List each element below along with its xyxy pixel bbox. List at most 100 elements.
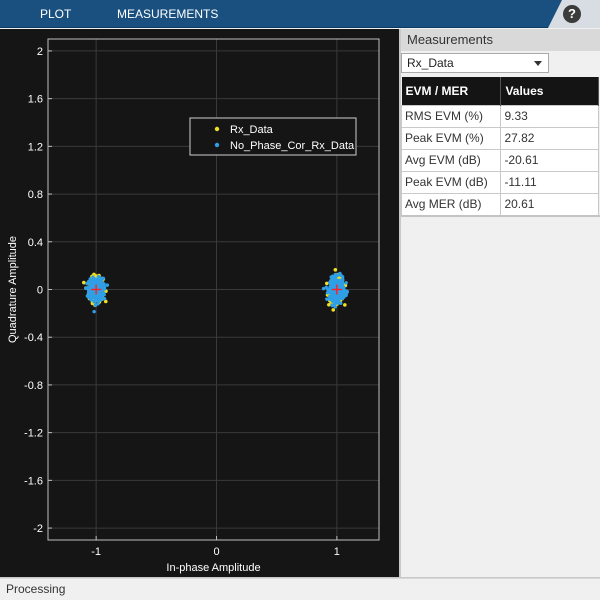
table-bottom-border <box>401 215 600 217</box>
metric-value: -11.11 <box>500 170 599 194</box>
scatter-point <box>333 299 338 303</box>
y-tick-label: 2 <box>37 46 43 58</box>
measurements-title: Measurements <box>401 29 600 51</box>
table-row: RMS EVM (%) 9.33 <box>400 104 599 128</box>
scatter-point <box>82 280 86 285</box>
legend-entry: Rx_Data <box>230 124 274 136</box>
scatter-point <box>102 297 107 301</box>
status-text: Processing <box>6 582 66 596</box>
constellation-chart[interactable]: -1 0 1 2 1.6 1.2 0.8 0.4 0 -0.4 -0.8 -1.2 -1.6 -2 In-p… <box>0 29 399 577</box>
scatter-point <box>341 282 345 286</box>
y-axis-label: Quadrature Amplitude <box>7 236 19 343</box>
scatter-point <box>327 297 331 301</box>
scatter-point <box>92 309 96 314</box>
column-header-values: Values <box>500 77 599 105</box>
scatter-point <box>343 303 347 307</box>
scatter-point <box>102 285 107 290</box>
scatter-point <box>88 287 92 291</box>
legend-entry: No_Phase_Cor_Rx_Data <box>230 140 355 152</box>
evm-mer-table: EVM / MER Values RMS EVM (%) 9.33 Peak E… <box>400 77 599 216</box>
x-tick-label: 0 <box>213 546 219 558</box>
y-tick-label: 1.2 <box>28 141 43 153</box>
scatter-point <box>333 305 337 309</box>
metric-value: 9.33 <box>500 104 599 128</box>
chevron-down-icon <box>534 61 542 66</box>
scatter-point <box>331 283 335 288</box>
scatter-point <box>103 299 108 304</box>
signal-select-value: Rx_Data <box>407 56 454 70</box>
status-bar: Processing <box>0 577 600 600</box>
scatter-point <box>100 288 104 292</box>
legend-marker <box>214 142 220 148</box>
panel-divider[interactable] <box>399 29 401 577</box>
scatter-point <box>96 302 100 306</box>
scatter-point <box>96 284 101 289</box>
y-tick-label: -1.6 <box>24 475 43 487</box>
scatter-point <box>98 293 102 298</box>
y-tick-label: -0.4 <box>24 332 43 344</box>
status-separator <box>0 578 600 579</box>
x-axis-label: In-phase Amplitude <box>166 562 260 574</box>
column-header-metric: EVM / MER <box>401 77 502 105</box>
scatter-point <box>88 292 93 297</box>
scatter-point <box>327 302 331 307</box>
scatter-point <box>330 303 335 308</box>
scatter-point <box>87 279 91 284</box>
scatter-point <box>98 280 103 284</box>
scatter-point <box>333 268 338 272</box>
table-row: Avg MER (dB) 20.61 <box>400 192 599 216</box>
metric-label: Avg EVM (dB) <box>400 148 502 172</box>
scatter-point <box>105 283 110 287</box>
metric-label: Peak EVM (dB) <box>400 170 502 194</box>
scatter-point <box>100 276 104 280</box>
y-tick-label: -0.8 <box>24 380 43 392</box>
x-tick-label: -1 <box>91 546 101 558</box>
y-tick-label: 0.4 <box>28 237 43 249</box>
help-area: ? <box>548 0 600 28</box>
scatter-point <box>325 297 329 301</box>
tab-measurements[interactable]: MEASUREMENTS <box>117 7 219 21</box>
scatter-point <box>94 296 98 301</box>
metric-label: RMS EVM (%) <box>400 104 502 128</box>
y-tick-label: 0.8 <box>28 189 43 201</box>
scatter-point <box>331 274 335 278</box>
scatter-point <box>327 288 331 293</box>
measurements-panel: Measurements Rx_Data EVM / MER Values RM… <box>400 29 600 577</box>
toolstrip: PLOT MEASUREMENTS ? <box>0 0 600 28</box>
scatter-point <box>90 284 94 289</box>
table-row: Avg EVM (dB) -20.61 <box>400 148 599 172</box>
metric-value: 20.61 <box>500 192 599 216</box>
y-tick-label: 1.6 <box>28 94 43 106</box>
signal-select[interactable]: Rx_Data <box>401 53 549 73</box>
scatter-point <box>338 290 342 295</box>
scatter-point <box>339 301 343 305</box>
scatter-point <box>341 291 345 296</box>
tab-plot[interactable]: PLOT <box>40 7 72 21</box>
scatter-point <box>102 293 106 297</box>
scatter-point <box>340 275 345 279</box>
constellation-plot-panel: -1 0 1 2 1.6 1.2 0.8 0.4 0 -0.4 -0.8 -1.2 -1.6 -2 In-p… <box>0 29 399 577</box>
y-tick-label: 0 <box>37 285 43 297</box>
scatter-point <box>344 281 348 285</box>
scatter-point <box>90 295 94 300</box>
scatter-point <box>90 281 94 286</box>
scatter-point <box>330 292 335 297</box>
metric-value: -20.61 <box>500 148 599 172</box>
table-row: Peak EVM (dB) -11.11 <box>400 170 599 194</box>
x-tick-label: 1 <box>334 546 340 558</box>
scatter-point <box>324 281 329 286</box>
legend-marker <box>214 126 220 132</box>
scatter-point <box>102 282 106 286</box>
scatter-point <box>333 295 338 299</box>
scatter-point <box>86 294 90 299</box>
scatter-point <box>88 277 92 281</box>
legend-box <box>189 117 357 156</box>
metric-label: Avg MER (dB) <box>400 192 502 216</box>
table-header-row: EVM / MER Values <box>401 77 599 105</box>
help-icon[interactable]: ? <box>563 5 581 23</box>
scatter-point <box>336 301 340 305</box>
y-tick-label: -2 <box>33 523 43 535</box>
table-row: Peak EVM (%) 27.82 <box>400 126 599 150</box>
scatter-point <box>331 295 335 299</box>
metric-value: 27.82 <box>500 126 599 150</box>
